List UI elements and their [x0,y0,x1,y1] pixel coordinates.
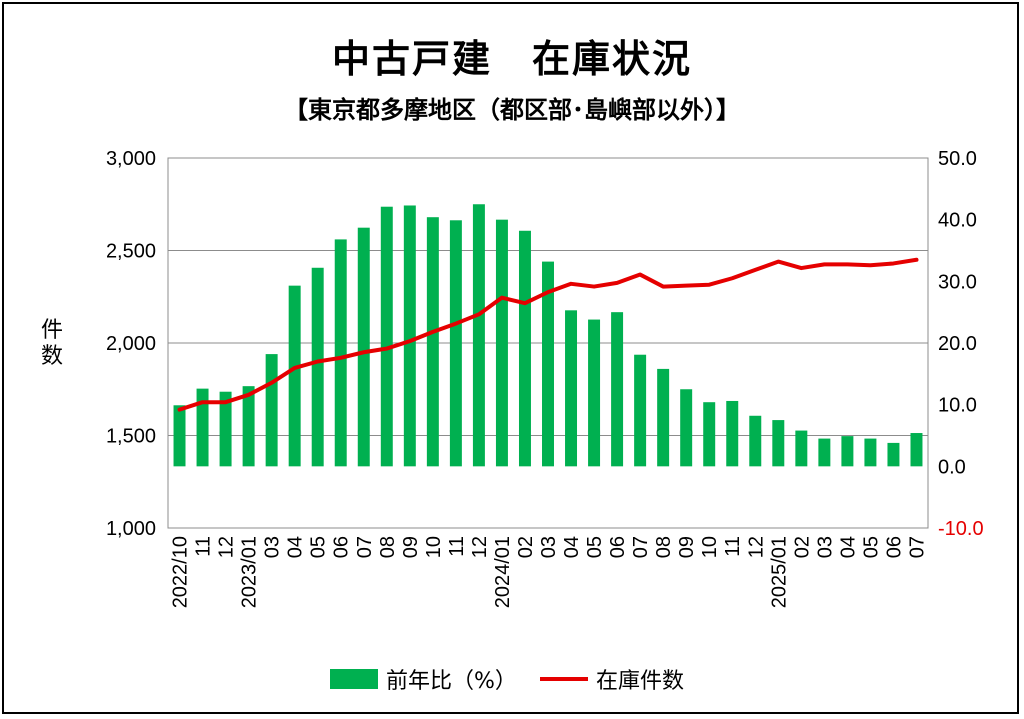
bar [818,438,831,467]
x-tick-label: 2025/01 [768,536,790,608]
y-right-tick-label: 0.0 [938,456,966,478]
bar [403,205,416,467]
y-left-tick-label: 2,000 [106,333,156,355]
x-tick-label: 06 [331,536,353,558]
x-tick-label: 03 [814,536,836,558]
x-tick-label: 05 [308,536,330,558]
x-tick-label: 04 [285,536,307,558]
bar [680,389,693,467]
legend-label-line: 在庫件数 [596,669,685,694]
bar [426,217,439,467]
x-tick-label: 2023/01 [239,536,261,608]
y-left-tick-label: 2,500 [106,241,156,263]
x-tick-label: 03 [262,536,284,558]
x-tick-label: 07 [354,536,376,558]
bar [864,438,877,467]
bar [288,285,301,467]
bar [634,354,647,467]
x-tick-label: 11 [722,536,744,557]
y-right-tick-label: 50.0 [938,148,977,170]
x-tick-label: 2022/10 [170,536,192,608]
bar [380,206,393,467]
bar [196,388,209,467]
bar [749,415,762,467]
x-tick-label: 05 [584,536,606,558]
x-tick-label: 08 [377,536,399,558]
x-tick-label: 05 [860,536,882,558]
y-right-tick-label: 40.0 [938,210,977,232]
x-tick-label: 08 [653,536,675,558]
x-tick-label: 06 [607,536,629,558]
y-left-tick-label: 3,000 [106,148,156,170]
chart-subtitle: 【東京都多摩地区（都区部･島嶼部以外）】 [284,96,740,124]
bar [472,204,485,467]
bar [772,420,785,467]
bar [518,230,531,467]
plot-area-border [167,157,929,529]
x-tick-label: 04 [837,536,859,558]
x-tick-label: 03 [538,536,560,558]
bar [588,319,601,467]
bar [265,354,278,467]
x-tick-label: 04 [561,536,583,558]
legend-label-bar: 前年比（%） [386,669,517,694]
x-tick-label: 07 [906,536,928,558]
x-tick-label: 07 [630,536,652,558]
y-right-tick-label: -10.0 [938,518,984,540]
y-right-tick-label: 30.0 [938,271,977,293]
x-tick-label: 02 [515,536,537,558]
y-right-tick-label: 10.0 [938,395,977,417]
bar [495,219,508,467]
bar [542,261,554,467]
bar [173,405,186,467]
x-tick-label: 12 [469,536,491,558]
bar [357,227,370,467]
bar [449,220,462,467]
bar [887,442,900,467]
x-tick-label: 12 [216,536,238,558]
x-tick-label: 09 [676,536,698,558]
x-tick-label: 12 [745,536,767,558]
bar [565,310,578,467]
chart-title: 中古戸建 在庫状況 [331,37,692,81]
bar [910,433,923,467]
x-tick-label: 11 [446,536,468,557]
legend: 前年比（%） 在庫件数 [0,664,1024,694]
bar [242,386,255,467]
line-series [177,257,919,412]
bar [841,436,854,467]
bar [657,368,670,467]
y-left-tick-label: 1,000 [106,518,156,540]
bar [334,239,347,467]
bar [311,267,324,467]
legend-item-bar: 前年比（%） [330,664,517,694]
x-tick-label: 2024/01 [492,536,514,608]
bar [219,391,232,467]
y-left-tick-label: 1,500 [106,426,156,448]
bar [703,402,716,467]
x-tick-label: 02 [791,536,813,558]
x-tick-label: 06 [883,536,905,558]
x-tick-label: 11 [193,536,215,557]
bar [795,430,808,467]
x-tick-label: 10 [699,536,721,558]
legend-item-line: 在庫件数 [540,664,684,694]
x-tick-label: 09 [400,536,422,558]
bar [611,312,624,467]
x-tick-label: 10 [423,536,445,558]
y-right-tick-label: 20.0 [938,333,977,355]
bar [726,400,739,467]
y-axis-left-label: 件数 [40,318,63,369]
legend-swatch-line [540,677,588,681]
legend-swatch-bar [330,669,378,689]
